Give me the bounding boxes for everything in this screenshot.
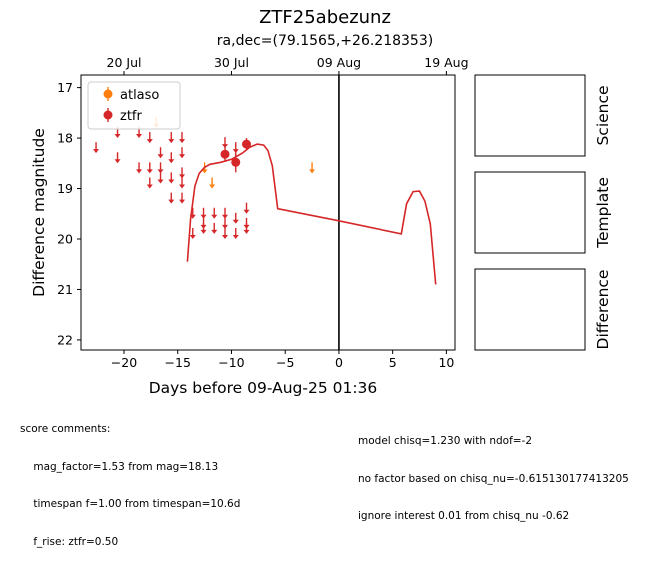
top-tick-label: 19 Aug — [424, 55, 468, 70]
upper-limit-arrow — [222, 224, 229, 229]
upper-limit-arrow — [200, 214, 207, 219]
stamp-difference-frame — [474, 268, 586, 351]
upper-limit-arrow — [232, 234, 239, 239]
y-axis-label: Difference magnitude — [30, 128, 48, 297]
legend-label: atlaso — [120, 88, 159, 103]
model-curve — [186, 143, 437, 285]
score-comment-line: score comments: — [20, 423, 111, 435]
upper-limit-arrow — [222, 144, 229, 149]
upper-limit-arrow — [168, 179, 175, 184]
upper-limit-arrow — [146, 139, 153, 144]
legend: atlaso ztfr — [87, 81, 181, 130]
upper-limit-arrow — [211, 229, 218, 234]
upper-limit-arrow — [114, 159, 121, 164]
upper-limit-arrow — [232, 149, 239, 154]
chart-title: ZTF25abezunz — [259, 7, 391, 28]
upper-limit-arrow — [222, 214, 229, 219]
model-comment-line: ignore interest 0.01 from chisq_nu -0.62 — [358, 510, 570, 522]
y-tick-label: 20 — [57, 231, 73, 246]
x-tick-label: −20 — [111, 355, 137, 370]
upper-limit-arrow — [114, 134, 121, 139]
y-tick-label: 19 — [57, 181, 73, 196]
stamp-label: Difference — [594, 270, 612, 350]
model-comment-line: no factor based on chisq_nu=-0.615130177… — [358, 472, 629, 485]
upper-limit-arrow — [211, 214, 218, 219]
top-tick-label: 20 Jul — [107, 55, 142, 70]
upper-limit-arrow — [157, 154, 164, 159]
x-tick-label: −10 — [218, 355, 244, 370]
upper-limit-arrow — [146, 169, 153, 174]
legend-marker — [103, 89, 113, 99]
x-tick-label: 0 — [335, 355, 343, 370]
upper-limit-arrow — [157, 169, 164, 174]
upper-limit-arrow — [168, 159, 175, 164]
upper-limit-arrow — [232, 219, 239, 224]
upper-limit-arrow — [93, 149, 100, 154]
detection-point — [220, 149, 230, 159]
y-tick-label: 18 — [57, 131, 73, 146]
upper-limit-arrow — [179, 154, 186, 159]
y-tick-label: 21 — [57, 282, 73, 297]
upper-limit-arrow — [136, 134, 143, 139]
legend-label: ztfr — [120, 109, 142, 124]
upper-limit-arrow — [222, 234, 229, 239]
plot-frame — [80, 74, 456, 351]
upper-limit-arrow — [243, 209, 250, 214]
upper-limit-arrow — [168, 199, 175, 204]
upper-limit-arrow — [189, 214, 196, 219]
upper-limit-arrow — [179, 184, 186, 189]
upper-limit-arrow — [179, 174, 186, 179]
upper-limit-arrow — [179, 139, 186, 144]
upper-limit-arrow — [157, 179, 164, 184]
x-tick-label: −5 — [276, 355, 294, 370]
stamp-science-frame — [474, 74, 586, 157]
stamp-template-frame — [474, 171, 586, 254]
y-tick-label: 17 — [57, 80, 73, 95]
x-tick-label: −15 — [165, 355, 191, 370]
top-tick-label: 30 Jul — [214, 55, 249, 70]
chart-subtitle: ra,dec=(79.1565,+26.218353) — [216, 33, 434, 49]
upper-limit-arrow — [243, 229, 250, 234]
upper-limit-arrow — [189, 234, 196, 239]
score-comments: score comments: mag_factor=1.53 from mag… — [20, 398, 240, 561]
upper-limit-arrow — [201, 169, 208, 174]
score-comment-line: f_rise: ztfr=0.50 — [20, 535, 119, 548]
stamp-label: Science — [594, 85, 612, 145]
stamp-label: Template — [594, 177, 612, 249]
plot-area — [93, 75, 437, 350]
model-comment-line: model chisq=1.230 with ndof=-2 — [358, 435, 533, 447]
y-tick-label: 22 — [57, 332, 73, 347]
upper-limit-arrow — [146, 184, 153, 189]
upper-limit-arrow — [168, 139, 175, 144]
detection-point — [231, 157, 241, 167]
x-axis-label: Days before 09-Aug-25 01:36 — [149, 379, 378, 397]
top-tick-label: 09 Aug — [317, 55, 361, 70]
x-tick-label: 10 — [438, 355, 454, 370]
x-tick-label: 5 — [389, 355, 397, 370]
upper-limit-arrow — [209, 184, 216, 189]
model-comments: model chisq=1.230 with ndof=-2 no factor… — [358, 410, 629, 535]
score-comment-line: mag_factor=1.53 from mag=18.13 — [20, 460, 219, 473]
lightcurve-chart: −20 −15 −10 −5 0 5 10 20 Jul 30 Jul 09 Aug 19 Aug 1… — [30, 55, 612, 397]
upper-limit-arrow — [179, 199, 186, 204]
legend-marker — [103, 110, 113, 120]
upper-limit-arrow — [200, 229, 207, 234]
detection-point — [242, 139, 252, 149]
upper-limit-arrow — [136, 169, 143, 174]
upper-limit-arrow — [309, 169, 316, 174]
